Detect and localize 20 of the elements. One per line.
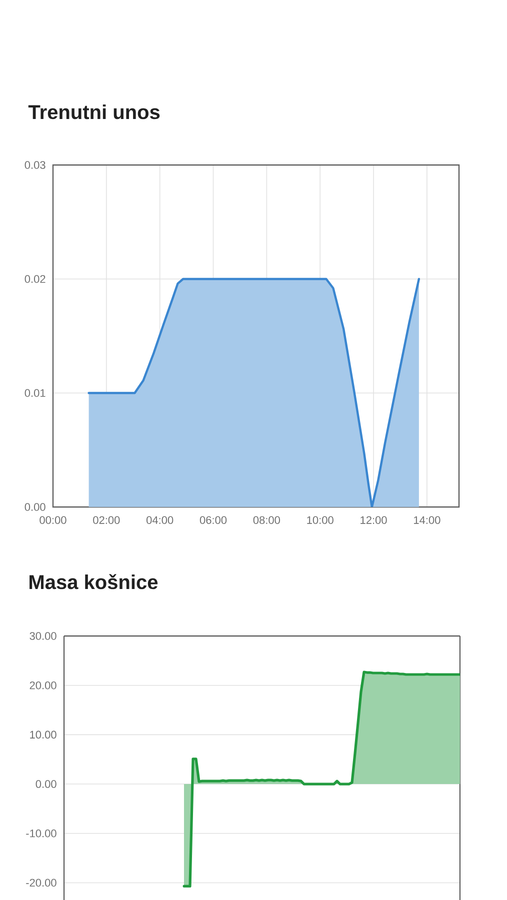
chart-title: Masa košnice	[30, 574, 158, 590]
x-tick-label: 14:00	[414, 516, 440, 524]
x-tick-label: 04:00	[146, 516, 174, 524]
x-tick-label: 12:00	[360, 516, 387, 524]
x-tick-label: 00:00	[40, 516, 66, 524]
y-tick-label: 0.03	[24, 161, 46, 169]
y-tick-label: -10.00	[26, 830, 56, 838]
y-tick-label: 0.01	[24, 389, 46, 397]
y-tick-label: 10.00	[30, 730, 56, 739]
y-tick-label: 30.00	[30, 632, 56, 640]
y-tick-label: 0.00	[24, 503, 46, 511]
x-tick-label: 02:00	[93, 516, 120, 524]
x-tick-label: 06:00	[200, 516, 227, 524]
x-tick-label: 10:00	[307, 516, 334, 524]
y-tick-label: 20.00	[30, 681, 56, 690]
x-tick-label: 08:00	[253, 516, 280, 524]
chart-title: Trenutni unos	[28, 104, 160, 120]
y-tick-label: 0.00	[36, 780, 56, 788]
y-tick-label: -20.00	[26, 878, 56, 887]
y-tick-label: 0.02	[24, 275, 46, 283]
